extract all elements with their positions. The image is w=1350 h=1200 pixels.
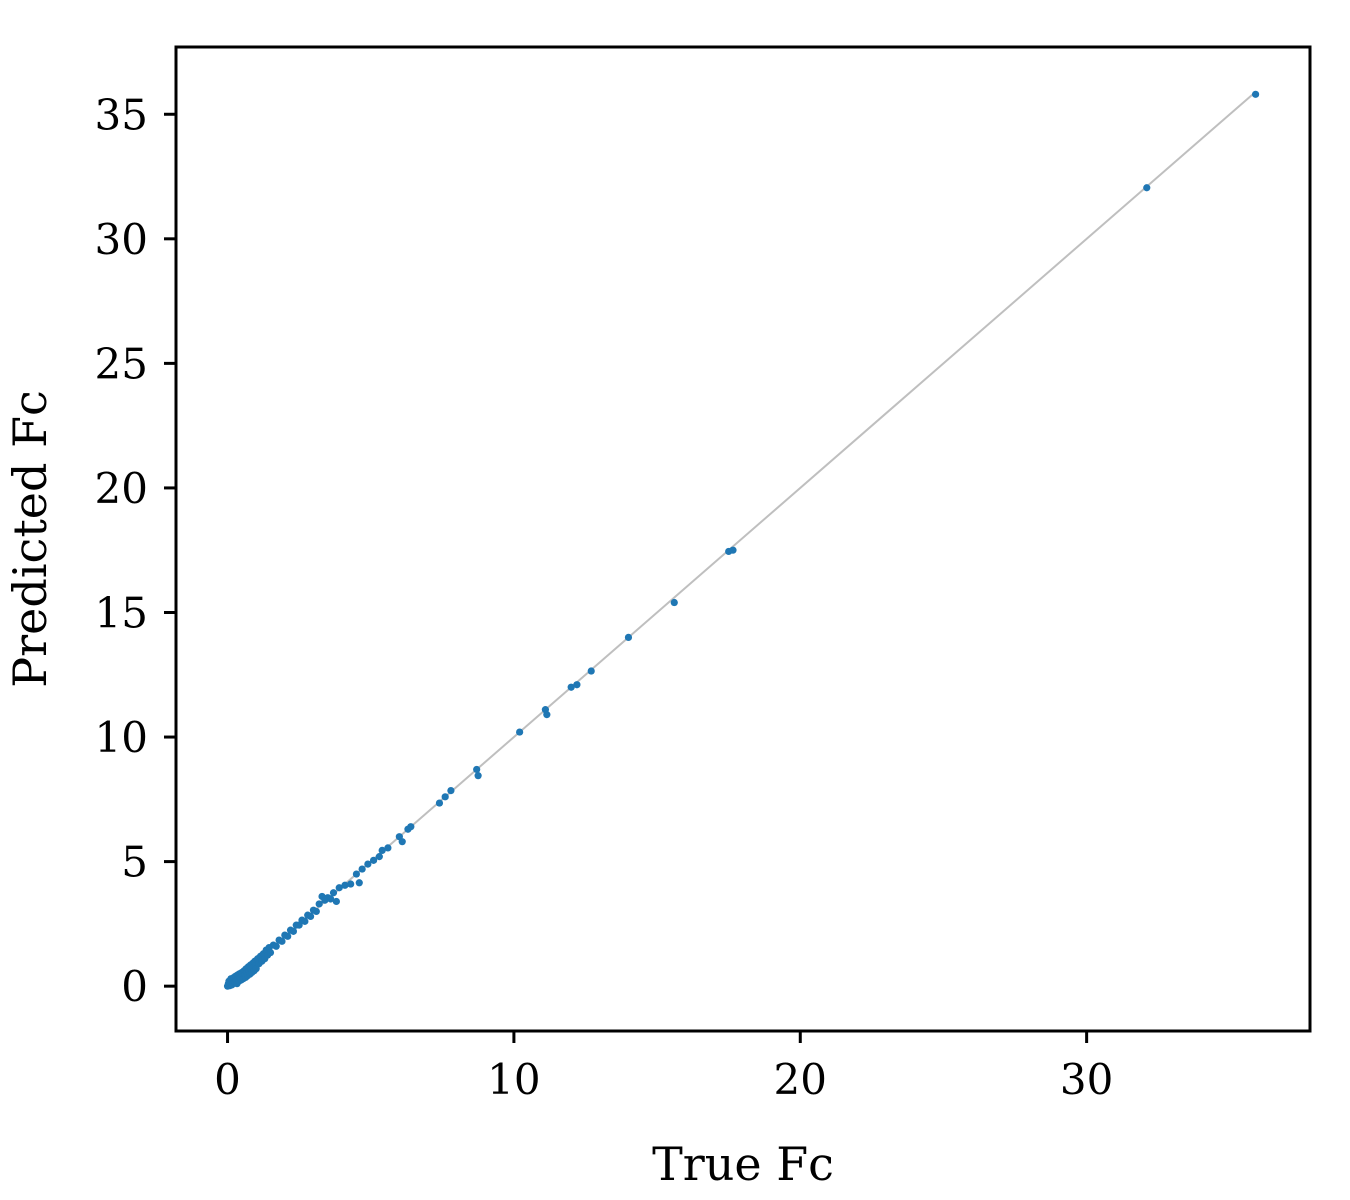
y-axis-ticks: 0 5 10 15 20 25 30 35 <box>95 90 176 1011</box>
scatter-point <box>284 932 292 940</box>
scatter-point <box>441 793 449 801</box>
scatter-point <box>355 879 363 887</box>
scatter-point <box>474 772 482 780</box>
scatter-point <box>341 881 349 889</box>
scatter-point <box>352 870 361 878</box>
y-tick-label: 5 <box>121 838 148 887</box>
scatter-point <box>573 681 581 689</box>
scatter-point <box>289 927 298 935</box>
scatter-point <box>398 838 406 846</box>
scatter-point <box>369 856 378 864</box>
scatter-point <box>327 895 335 903</box>
scatter-point <box>364 860 372 868</box>
scatter-point <box>315 900 323 908</box>
scatter-point <box>473 765 481 774</box>
scatter-point <box>272 942 280 950</box>
y-tick-label: 15 <box>95 588 148 637</box>
scatter-point <box>329 889 338 897</box>
y-tick-label: 35 <box>95 90 148 139</box>
scatter-point <box>407 823 415 831</box>
x-tick-label: 0 <box>214 1055 241 1104</box>
scatter-point <box>729 546 737 554</box>
scatter-point <box>543 711 551 719</box>
scatter-point <box>670 598 678 607</box>
scatter-point <box>332 897 340 906</box>
y-tick-label: 30 <box>95 215 148 264</box>
scatter-point <box>435 799 444 807</box>
x-axis-ticks: 0 10 20 30 <box>214 1031 1113 1104</box>
y-tick-label: 0 <box>121 962 148 1011</box>
x-tick-label: 20 <box>774 1055 827 1104</box>
scatter-point <box>375 853 383 861</box>
scatter-point <box>567 683 575 691</box>
y-tick-label: 20 <box>95 464 148 513</box>
scatter-point <box>624 633 633 642</box>
scatter-point <box>335 884 343 892</box>
scatter-point <box>1143 184 1151 192</box>
x-axis-label: True Fc <box>652 1137 834 1191</box>
y-tick-label: 25 <box>95 339 148 388</box>
plot-frame <box>174 45 1312 1033</box>
scatter-point <box>278 937 286 945</box>
scatter-point <box>301 917 309 925</box>
scatter-point <box>266 948 275 957</box>
scatter-points-layer <box>223 90 1260 990</box>
scatter-point <box>378 846 386 854</box>
y-axis-label: Predicted Fc <box>3 390 57 688</box>
x-tick-label: 30 <box>1060 1055 1113 1104</box>
scatter-point <box>1251 90 1260 98</box>
y-tick-label: 10 <box>95 713 148 762</box>
scatter-point <box>347 880 355 888</box>
x-tick-label: 10 <box>487 1055 540 1104</box>
scatter-point <box>358 865 366 873</box>
scatter-point <box>312 907 320 916</box>
scatter-point <box>306 912 315 921</box>
scatter-point <box>587 667 595 675</box>
scatter-point <box>516 728 524 736</box>
scatter-point <box>384 844 392 852</box>
scatter-point <box>447 787 455 795</box>
